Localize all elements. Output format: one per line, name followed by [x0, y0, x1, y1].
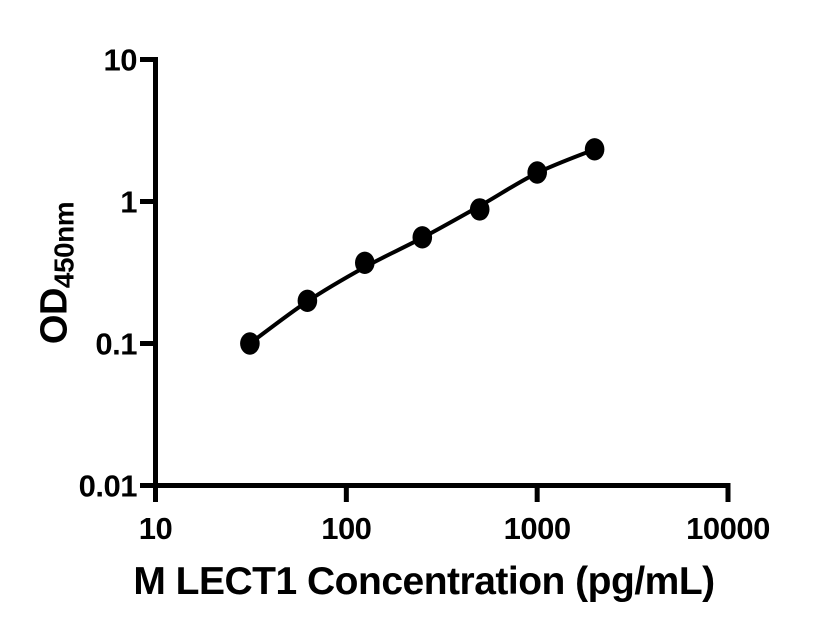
data-point	[584, 138, 605, 161]
y-tick-label: 0.1	[95, 327, 137, 362]
y-tick-label: 0.01	[79, 469, 138, 504]
data-point	[297, 289, 318, 312]
y-axis-title-main: OD	[33, 288, 76, 345]
data-point	[469, 198, 490, 221]
data-point	[527, 161, 547, 184]
y-axis-title: OD 450nm	[33, 202, 80, 345]
data-point	[240, 332, 260, 355]
y-tick-label: 1	[120, 185, 137, 220]
y-tick-label: 10	[104, 43, 137, 78]
x-tick-label: 10	[139, 511, 172, 546]
x-tick-label: 100	[321, 511, 371, 546]
x-tick-label: 10000	[686, 511, 770, 546]
data-point	[412, 226, 433, 249]
x-axis-title: M LECT1 Concentration (pg/mL)	[133, 560, 715, 603]
y-axis-title-subscript: 450nm	[48, 201, 80, 289]
data-point	[355, 251, 375, 274]
x-tick-label: 1000	[504, 511, 571, 546]
